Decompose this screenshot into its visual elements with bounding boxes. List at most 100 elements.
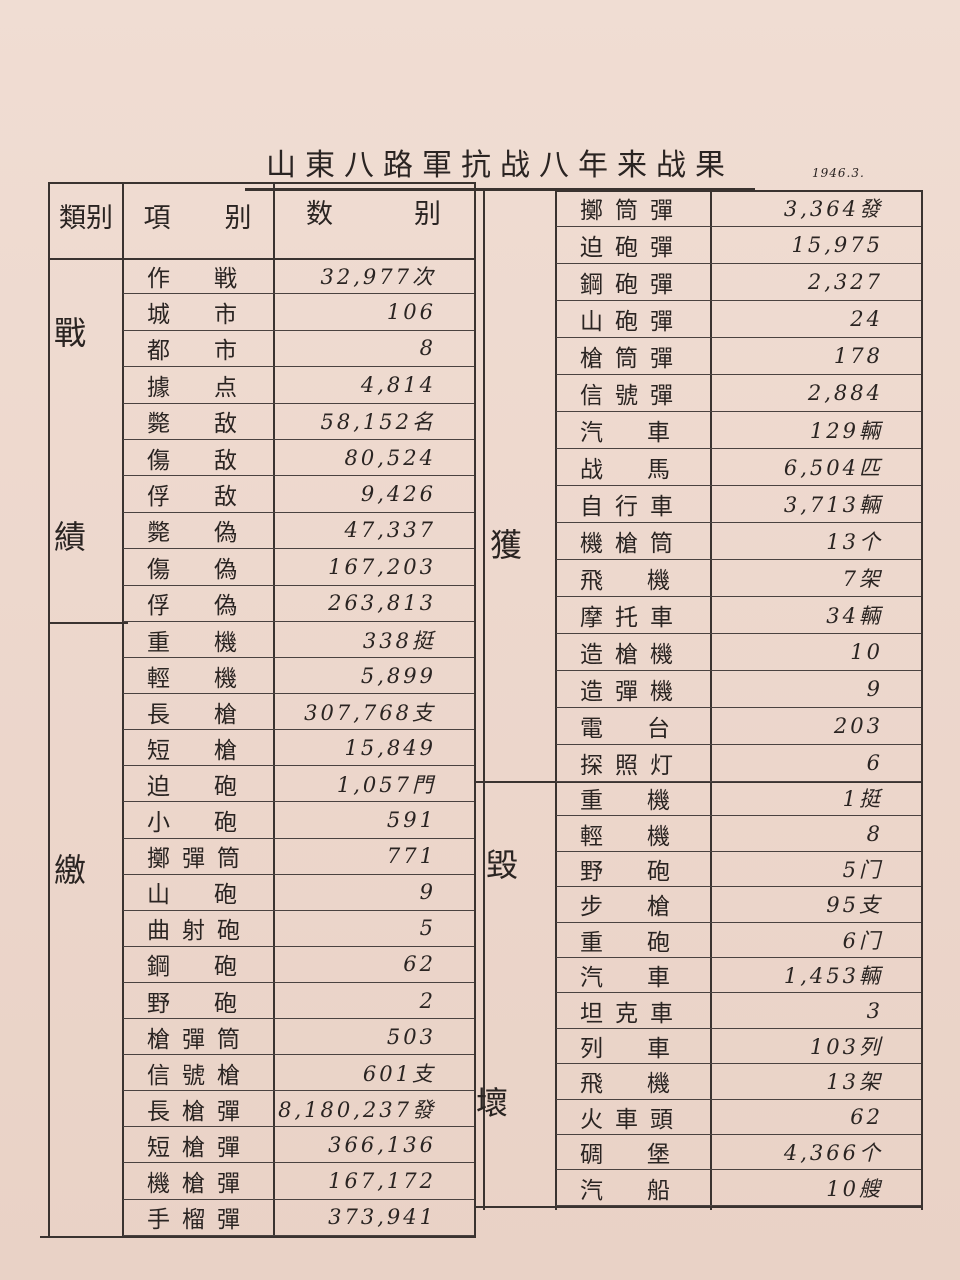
item-name: 探照灯 [580, 753, 685, 779]
captured-row: 鋼砲 62 [123, 947, 474, 983]
battle-row: 傷敌 80,524 [123, 440, 474, 477]
item-value: 24 [850, 307, 883, 331]
item-value: 7架 [842, 567, 883, 591]
item-value: 167,203 [328, 554, 436, 579]
item-name: 作戦 [147, 265, 281, 292]
destroyed-row: 坦克車 3 [556, 993, 921, 1029]
item-value: 5 [419, 916, 436, 941]
item-value: 167,172 [328, 1169, 436, 1194]
item-value: 10艘 [826, 1176, 883, 1201]
item-value: 13个 [826, 530, 883, 554]
item-name: 造彈機 [580, 679, 685, 705]
battle-row: 據点 4,814 [123, 367, 474, 404]
captured-row: 機槍彈 167,172 [123, 1164, 474, 1200]
document-date: 1946.3. [812, 166, 865, 180]
item-value: 3,713輛 [783, 493, 883, 517]
item-name: 斃偽 [147, 520, 281, 547]
item-name: 迫砲 [147, 773, 281, 800]
captured-row: 信號彈 2,884 [556, 375, 921, 412]
item-value: 1,057門 [336, 772, 436, 797]
item-name: 重砲 [580, 929, 714, 956]
item-value: 15,975 [791, 233, 883, 257]
item-value: 3,364發 [783, 197, 883, 221]
item-name: 信號彈 [580, 383, 685, 409]
battle-row: 斃敌 58,152名 [123, 404, 474, 440]
item-value: 373,941 [328, 1205, 436, 1230]
item-name: 機槍彈 [147, 1171, 252, 1198]
item-name: 俘偽 [147, 593, 281, 620]
item-name: 碉堡 [580, 1142, 714, 1169]
item-value: 2,884 [807, 381, 883, 405]
captured-row: 電台 203 [556, 708, 921, 745]
captured-row: 探照灯 6 [556, 745, 921, 782]
item-value: 3 [866, 998, 883, 1023]
table-rule [555, 190, 923, 192]
item-name: 電台 [580, 716, 714, 742]
item-value: 103列 [809, 1034, 883, 1059]
item-name: 長槍 [147, 701, 281, 728]
item-name: 小砲 [147, 810, 281, 837]
item-name: 飛機 [580, 1071, 714, 1098]
item-name: 機槍筒 [580, 531, 685, 557]
item-value: 503 [386, 1024, 436, 1049]
destroyed-row: 碉堡 4,366个 [556, 1135, 921, 1171]
item-name: 汽車 [580, 420, 714, 446]
table-rule [48, 182, 476, 184]
item-value: 13架 [826, 1070, 883, 1095]
item-value: 8,180,237發 [278, 1097, 436, 1122]
captured-row: 山砲 9 [123, 875, 474, 911]
destroyed-row: 輕機 8 [556, 816, 921, 852]
item-name: 斃敌 [147, 411, 281, 438]
category-capture-char2: 獲 [490, 526, 523, 564]
captured-row: 重機 338挺 [123, 622, 474, 659]
table-rule [48, 622, 128, 624]
item-name: 战馬 [580, 457, 714, 483]
destroyed-row: 步槍 95支 [556, 887, 921, 923]
category-destroy-char1: 毀 [486, 846, 519, 884]
item-value: 307,768支 [304, 700, 436, 725]
item-name: 擲筒彈 [580, 198, 685, 224]
item-value: 263,813 [328, 591, 436, 616]
table-rule [48, 182, 50, 1237]
document-title: 山東八路軍抗战八年来战果 [245, 140, 755, 191]
item-value: 6门 [842, 928, 883, 953]
table-rule [476, 1206, 922, 1208]
item-name: 汽船 [580, 1177, 714, 1204]
captured-row: 長槍彈 8,180,237發 [123, 1091, 474, 1128]
table-rule [48, 258, 476, 260]
captured-row: 短槍 15,849 [123, 730, 474, 767]
captured-row: 自行車 3,713輛 [556, 486, 921, 523]
item-value: 2,327 [807, 270, 883, 294]
item-name: 迫砲彈 [580, 235, 685, 261]
item-value: 9 [866, 677, 883, 701]
battle-row: 都市 8 [123, 331, 474, 368]
item-name: 重機 [147, 629, 281, 656]
item-value: 62 [403, 952, 436, 977]
destroyed-row: 汽車 1,453輛 [556, 958, 921, 994]
item-name: 槍筒彈 [580, 346, 685, 372]
item-name: 坦克車 [580, 1000, 685, 1027]
captured-row: 摩托車 34輛 [556, 597, 921, 634]
item-name: 傷偽 [147, 556, 281, 583]
captured-row: 鋼砲彈 2,327 [556, 264, 921, 301]
battle-row: 斃偽 47,337 [123, 513, 474, 550]
destroyed-row: 重砲 6门 [556, 923, 921, 958]
captured-row: 擲彈筒 771 [123, 839, 474, 875]
item-name: 都市 [147, 338, 281, 365]
item-name: 俘敌 [147, 484, 281, 511]
table-rule [122, 182, 124, 1237]
captured-row: 槍彈筒 503 [123, 1019, 474, 1056]
table-rule [921, 190, 923, 1210]
item-value: 32,977次 [320, 264, 436, 289]
item-value: 5,899 [360, 663, 436, 688]
item-name: 曲射砲 [147, 918, 252, 945]
captured-row: 短槍彈 366,136 [123, 1127, 474, 1164]
item-name: 自行車 [580, 494, 685, 520]
item-name: 汽車 [580, 965, 714, 992]
item-value: 1,453輛 [783, 964, 883, 989]
captured-row: 長槍 307,768支 [123, 694, 474, 731]
header-value: 数 别 [306, 199, 441, 230]
category-destroy-char2: 壞 [476, 1084, 509, 1122]
item-value: 366,136 [328, 1132, 436, 1157]
